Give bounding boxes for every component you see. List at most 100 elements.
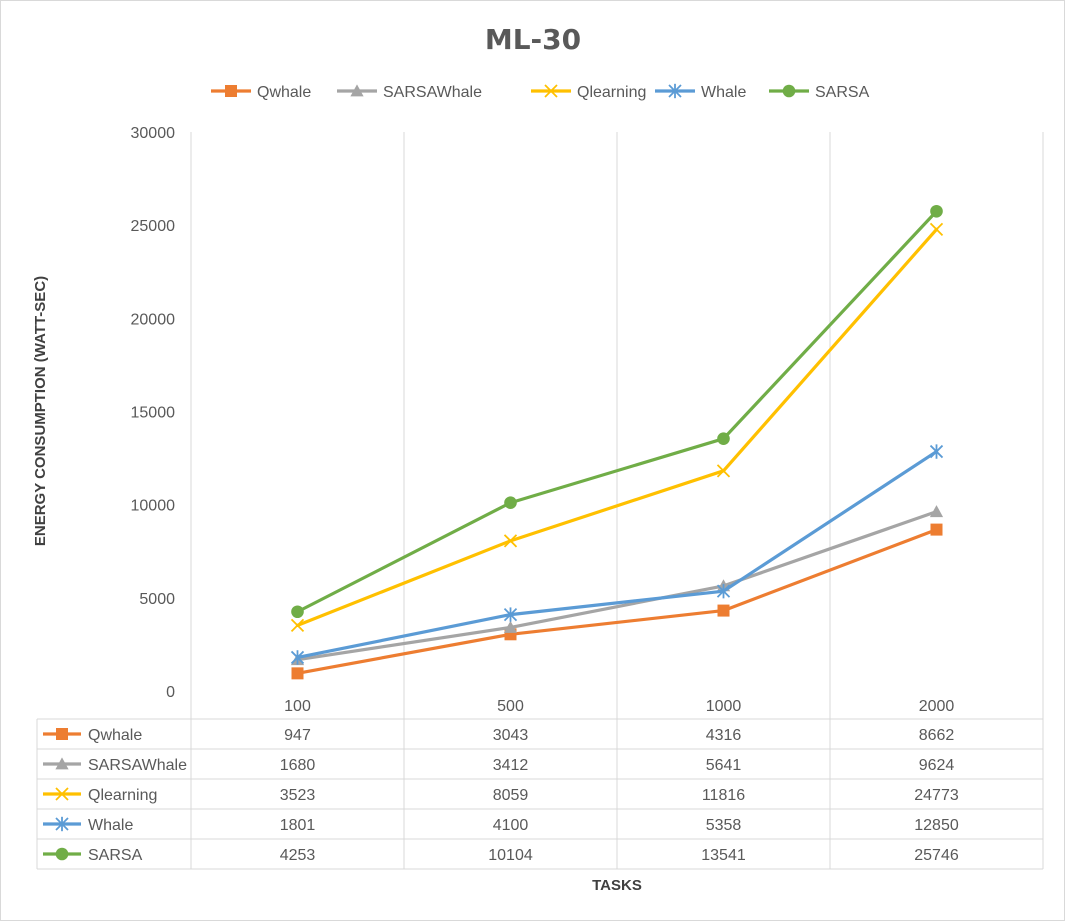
table-row: SARSA 4253 10104 13541 25746	[43, 847, 959, 864]
legend-marker	[782, 84, 796, 98]
data-point	[717, 432, 730, 445]
table-row-label: Qlearning	[88, 787, 157, 804]
table-row: Whale 1801 4100 5358 12850	[43, 816, 959, 834]
series-SARSA	[291, 204, 943, 619]
table-cell: 947	[284, 727, 311, 744]
data-point	[716, 583, 731, 599]
series-line	[295, 527, 939, 675]
y-tick-label: 30000	[131, 125, 176, 142]
legend-item: Whale	[655, 83, 746, 101]
series-Whale	[290, 444, 944, 665]
legend-item: Qlearning	[531, 84, 646, 101]
table-legend-marker	[55, 816, 69, 832]
y-tick-label: 5000	[139, 591, 175, 608]
data-table: 100 500 1000 2000 Qwhale 947 3043 4316 8662 SARSA…	[36, 691, 1044, 870]
legend-marker	[225, 85, 237, 97]
table-cell: 8662	[919, 727, 955, 744]
legend-label: SARSAWhale	[383, 84, 482, 101]
legend-label: Whale	[701, 84, 746, 101]
table-legend-marker	[56, 728, 68, 740]
data-point	[503, 534, 518, 548]
grid-lines	[190, 132, 1044, 691]
table-cell: 4253	[280, 847, 316, 864]
table-cell: 3523	[280, 787, 316, 804]
marker-stroke	[929, 222, 944, 237]
table-row: Qwhale 947 3043 4316 8662	[43, 727, 954, 744]
table-row-label: SARSAWhale	[88, 757, 187, 774]
x-tick-label: 1000	[706, 698, 742, 715]
x-tick-label: 500	[497, 698, 524, 715]
series-line	[295, 510, 939, 662]
table-row-label: SARSA	[88, 847, 143, 864]
table-cell: 25746	[914, 847, 959, 864]
y-tick-label: 25000	[131, 218, 176, 235]
legend-item: Qwhale	[211, 84, 311, 101]
marker-stroke	[55, 787, 69, 801]
table-cell: 13541	[701, 847, 746, 864]
table-cell: 3043	[493, 727, 529, 744]
data-point	[503, 620, 518, 633]
series-Qlearning	[290, 222, 944, 632]
data-point	[290, 618, 305, 632]
legend-marker	[668, 83, 682, 99]
legend-marker	[544, 84, 558, 98]
table-row: SARSAWhale 1680 3412 5641 9624	[43, 757, 954, 774]
data-point	[717, 604, 730, 617]
data-point	[930, 523, 943, 536]
legend-label: SARSA	[815, 84, 870, 101]
series-line	[295, 227, 939, 627]
table-row-label: Qwhale	[88, 727, 142, 744]
legend-item: SARSA	[769, 84, 870, 101]
table-cell: 12850	[914, 817, 959, 834]
series-lines	[290, 204, 944, 680]
table-cell: 5641	[706, 757, 742, 774]
table-row: Qlearning 3523 8059 11816 24773	[43, 787, 959, 804]
y-axis-ticks: 0 5000 10000 15000 20000 25000 30000	[131, 125, 176, 701]
table-cell: 5358	[706, 817, 742, 834]
x-axis-title: TASKS	[592, 877, 642, 894]
data-point	[503, 607, 518, 622]
marker-stroke	[503, 534, 518, 548]
table-row-label: Whale	[88, 817, 133, 834]
data-point	[291, 667, 304, 680]
table-cell: 8059	[493, 787, 529, 804]
table-cell: 4100	[493, 817, 529, 834]
data-point	[929, 222, 944, 237]
y-tick-label: 20000	[131, 311, 176, 328]
marker-stroke	[544, 84, 558, 98]
table-cell: 11816	[702, 787, 745, 804]
y-tick-label: 0	[166, 684, 175, 701]
table-cell: 9624	[919, 757, 955, 774]
table-cell: 4316	[706, 727, 742, 744]
chart-title: ML-30	[485, 23, 581, 56]
legend-label: Qlearning	[577, 84, 646, 101]
y-tick-label: 10000	[131, 498, 176, 515]
series-Qwhale	[291, 523, 943, 680]
series-line	[295, 449, 939, 660]
table-cell: 1801	[280, 817, 316, 834]
x-tick-label: 2000	[919, 698, 955, 715]
table-cell: 3412	[493, 757, 529, 774]
legend-label: Qwhale	[257, 84, 311, 101]
data-point	[929, 444, 944, 459]
y-tick-label: 15000	[131, 405, 176, 422]
table-legend-marker	[55, 847, 69, 861]
marker-stroke	[716, 464, 731, 478]
table-cell: 10104	[488, 847, 533, 864]
table-legend-marker	[55, 787, 69, 801]
data-point	[290, 650, 305, 665]
data-point	[291, 605, 304, 619]
data-point	[930, 204, 943, 218]
legend-item: SARSAWhale	[337, 84, 482, 101]
table-cell: 24773	[914, 787, 959, 804]
table-legend-marker	[55, 757, 69, 770]
marker-stroke	[290, 618, 305, 632]
table-cell: 1680	[280, 757, 316, 774]
data-point	[716, 464, 731, 478]
x-tick-label: 100	[284, 698, 311, 715]
series-line	[295, 209, 939, 614]
legend-marker	[350, 84, 364, 97]
data-point	[929, 505, 944, 518]
